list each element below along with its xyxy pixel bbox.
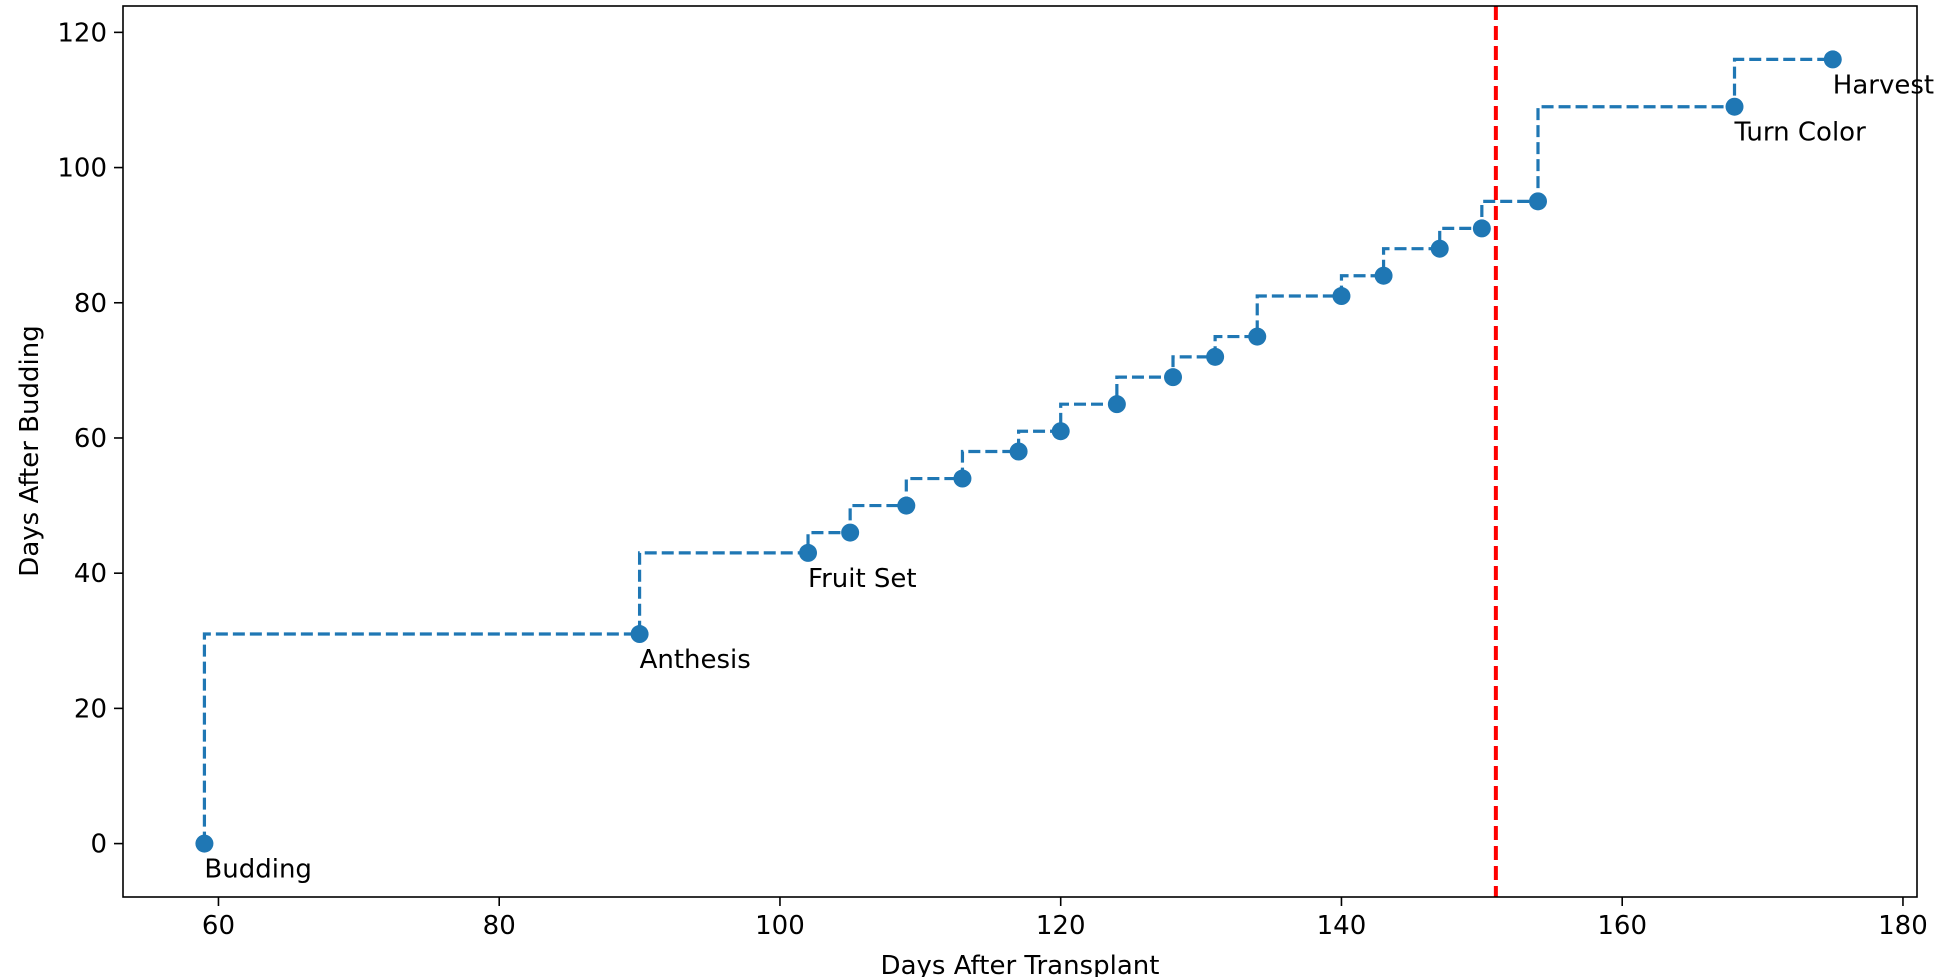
x-tick-label: 140	[1317, 911, 1367, 941]
data-point	[1332, 287, 1351, 306]
x-tick-label: 120	[1036, 911, 1086, 941]
data-point	[953, 469, 972, 488]
data-point	[1164, 368, 1183, 387]
y-tick-label: 20	[74, 694, 107, 724]
annotation-label: Harvest	[1833, 70, 1934, 100]
data-point	[1374, 266, 1393, 285]
y-axis-label: Days After Budding	[15, 325, 45, 576]
data-point	[897, 496, 916, 515]
plot-marks: Budding Anthesis Fruit Set Turn Color Harves…	[195, 6, 1934, 897]
data-point	[630, 625, 649, 644]
data-point	[1051, 422, 1070, 441]
y-tick-label: 100	[57, 154, 107, 184]
data-point	[195, 834, 214, 853]
axes: 60 80 100 120 140 160 180 0 20 40 60 80 100 120	[57, 18, 1927, 941]
data-point	[1107, 395, 1126, 414]
y-tick-label: 40	[74, 559, 107, 589]
y-tick-label: 120	[57, 18, 107, 48]
data-point	[1725, 97, 1744, 116]
data-point	[1472, 219, 1491, 238]
y-tick-label: 60	[74, 424, 107, 454]
data-point	[841, 523, 860, 542]
data-point	[1206, 347, 1225, 366]
x-tick-label: 60	[202, 911, 235, 941]
data-point	[1009, 442, 1028, 461]
y-tick-label: 0	[90, 830, 107, 860]
y-tick-label: 80	[74, 289, 107, 319]
data-point	[1248, 327, 1267, 346]
data-point	[799, 543, 818, 562]
data-point	[1430, 239, 1449, 258]
x-tick-label: 80	[483, 911, 516, 941]
annotation-label: Turn Color	[1734, 118, 1867, 148]
annotation-label: Anthesis	[640, 645, 751, 675]
x-axis-label: Days After Transplant	[881, 951, 1160, 977]
annotation-label: Budding	[204, 855, 312, 885]
x-tick-label: 180	[1878, 911, 1928, 941]
x-tick-label: 160	[1597, 911, 1647, 941]
plot-area-frame	[122, 5, 1918, 898]
annotation-label: Fruit Set	[808, 564, 917, 594]
data-point	[1823, 50, 1842, 69]
data-point	[1528, 192, 1547, 211]
x-tick-label: 100	[755, 911, 805, 941]
